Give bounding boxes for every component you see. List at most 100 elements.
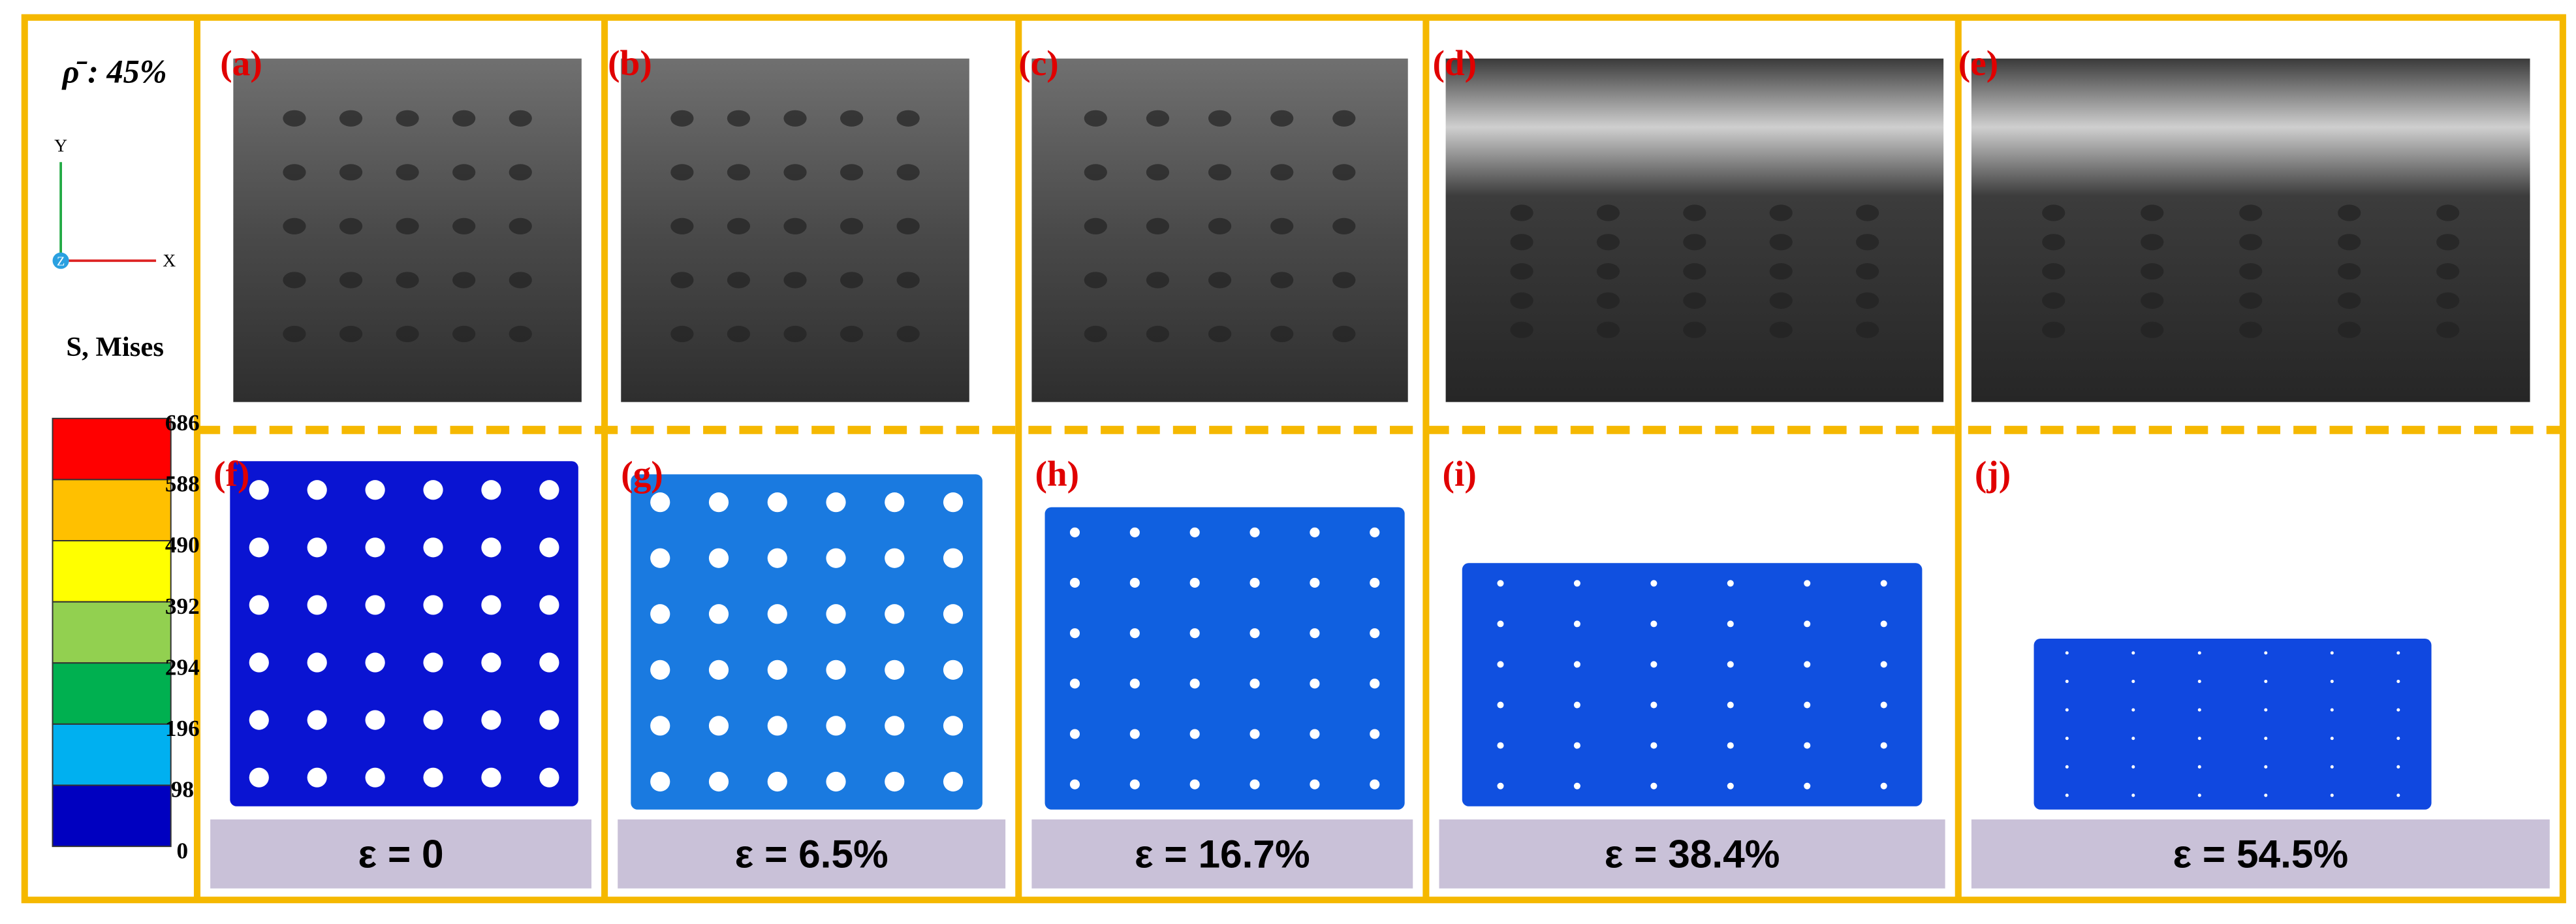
sim-hole (708, 771, 729, 792)
photo-cell (2239, 321, 2263, 338)
sim-hole (1310, 729, 1320, 739)
sim-hole (1497, 701, 1504, 709)
sim-hole (1249, 527, 1260, 537)
photo-cell (1769, 263, 1793, 280)
sim-hole (539, 595, 559, 615)
sim-hole (249, 767, 269, 788)
sim-hole (481, 595, 501, 615)
sim-hole (767, 492, 787, 513)
sim-hole (539, 710, 559, 730)
sim-hole (885, 604, 905, 624)
sim-hole (885, 660, 905, 680)
photo-cell (670, 217, 694, 234)
photo-cell (283, 217, 306, 234)
photo-cell (840, 272, 864, 289)
sim-hole (943, 604, 964, 624)
photo-cell (1683, 263, 1706, 280)
photo-cell (1683, 204, 1706, 221)
sim-hole (2131, 679, 2135, 683)
sim-hole (365, 710, 385, 730)
sim-hole (2197, 737, 2201, 741)
stress-title: S, Mises (66, 332, 164, 362)
sim-hole (2065, 737, 2069, 741)
sim-hole (650, 492, 670, 513)
sim-hole (249, 537, 269, 558)
sim-hole (767, 716, 787, 736)
sim-hole (481, 537, 501, 558)
density-label: ρ̄ : 45% (61, 53, 167, 89)
sim-hole (1249, 779, 1260, 789)
photo-cell (840, 110, 864, 127)
strain-bar (618, 819, 1006, 889)
photo-cell (2436, 234, 2460, 251)
sim-hole (539, 767, 559, 788)
sim-hole (539, 537, 559, 558)
sim-hole (481, 480, 501, 500)
sim-hole (767, 771, 787, 792)
sim-hole (423, 595, 443, 615)
photo-cell (509, 325, 532, 343)
photo-cell (1596, 234, 1620, 251)
photo-cell (1208, 325, 1232, 343)
photo-cell (840, 325, 864, 343)
sim-hole (1573, 701, 1580, 709)
photo (1445, 58, 1944, 402)
colorbar-label: 588 (165, 471, 200, 497)
photo-cell (840, 164, 864, 181)
photo-label: (b) (608, 43, 652, 83)
sim-hole (1880, 701, 1887, 709)
photo-cell (1332, 217, 1356, 234)
sim-hole (307, 537, 327, 558)
simulation (1462, 563, 1923, 806)
sim-hole (885, 492, 905, 513)
photo-cell (2338, 234, 2361, 251)
sim-hole (1129, 628, 1140, 639)
photo-cell (2436, 321, 2460, 338)
sim-hole (2197, 651, 2201, 655)
sim-hole (826, 660, 846, 680)
sim-hole (249, 480, 269, 500)
sim-hole (767, 660, 787, 680)
sim-hole (767, 548, 787, 568)
sim-hole (708, 660, 729, 680)
sim-hole (2131, 793, 2135, 797)
photo-cell (1270, 164, 1294, 181)
photo-cell (727, 272, 751, 289)
sim-hole (1650, 782, 1657, 789)
sim-hole (2131, 708, 2135, 712)
sim-label: (f) (213, 454, 249, 494)
sim-hole (826, 771, 846, 792)
sim-hole (539, 652, 559, 673)
sim-hole (826, 492, 846, 513)
colorbar-cell (52, 540, 172, 603)
photo-cell (339, 110, 363, 127)
sim-hole (1804, 742, 1811, 749)
photo-cell (2239, 292, 2263, 309)
sim-hole (1310, 527, 1320, 537)
photo-cell (727, 217, 751, 234)
sim-hole (307, 480, 327, 500)
simulation (631, 474, 982, 810)
photo-cell (1683, 234, 1706, 251)
photo-cell (1270, 272, 1294, 289)
sim-hole (885, 548, 905, 568)
photo-cell (1855, 263, 1879, 280)
z-axis-dot (52, 252, 69, 269)
strain-label: ε = 0 (358, 832, 444, 876)
photo-cell (1146, 272, 1170, 289)
photo-cell (2338, 292, 2361, 309)
sim-hole (708, 716, 729, 736)
simulation (230, 461, 578, 806)
photo-cell (727, 110, 751, 127)
sim-hole (423, 710, 443, 730)
sim-hole (767, 604, 787, 624)
photo-cell (339, 325, 363, 343)
photo-cell (396, 272, 419, 289)
sim-hole (1370, 527, 1380, 537)
sim-hole (1497, 620, 1504, 628)
sim-hole (481, 767, 501, 788)
colorbar-cell (52, 723, 172, 786)
photo-cell (1769, 204, 1793, 221)
sim-hole (249, 595, 269, 615)
sim-hole (1880, 620, 1887, 628)
